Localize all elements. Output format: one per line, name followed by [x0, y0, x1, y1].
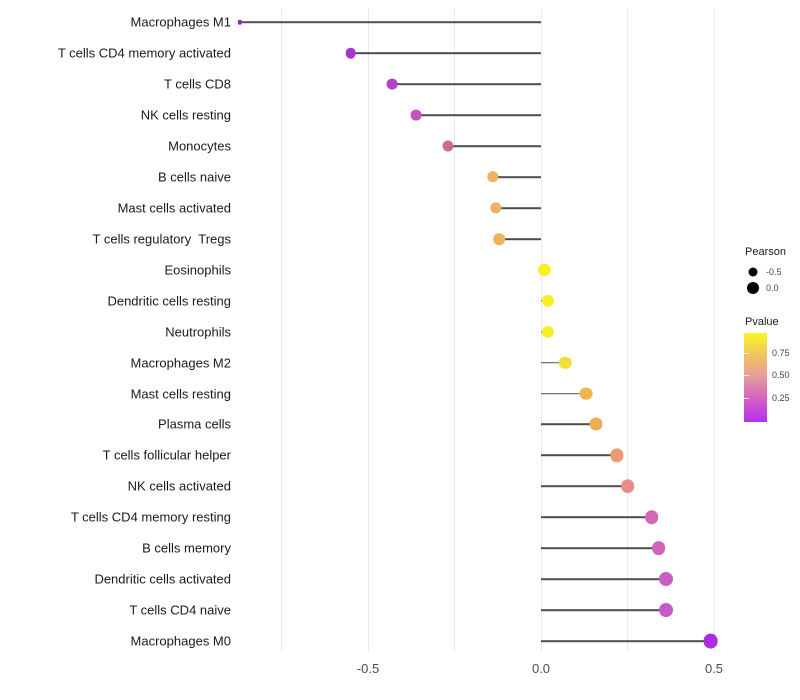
lollipop-stick — [541, 640, 711, 642]
lollipop-stick — [541, 361, 566, 364]
gridline — [367, 8, 369, 652]
lollipop-stick — [541, 547, 659, 549]
y-axis-label: T cells CD4 memory resting — [70, 509, 231, 525]
colorbar-tick-mark — [744, 398, 749, 399]
data-point — [541, 294, 554, 307]
data-point — [644, 510, 659, 525]
legend-size-title: Pearson — [745, 246, 786, 258]
x-axis-tick-label: 0.5 — [704, 661, 724, 676]
data-point — [541, 325, 555, 338]
data-point — [345, 48, 356, 59]
legend-size-label: 0.0 — [766, 283, 779, 293]
gridline — [281, 8, 282, 652]
data-point — [442, 140, 454, 152]
y-axis-label: T cells follicular helper — [102, 447, 231, 463]
y-axis-label: NK cells resting — [140, 107, 231, 123]
colorbar-tick-label: 0.25 — [772, 393, 790, 403]
y-axis-label: T cells regulatory Tregs — [92, 231, 231, 247]
lollipop-stick — [492, 176, 541, 178]
lollipop-stick — [541, 423, 597, 426]
lollipop-stick — [239, 21, 541, 24]
y-axis-label: Mast cells resting — [130, 386, 231, 402]
data-point — [589, 417, 603, 431]
lollipop-stick — [541, 516, 652, 519]
lollipop-stick — [541, 454, 618, 457]
y-axis-label: B cells memory — [142, 540, 231, 556]
y-axis-label: B cells naive — [158, 169, 231, 185]
y-axis-label: Mast cells activated — [117, 200, 231, 216]
data-point — [486, 171, 499, 183]
data-point — [237, 20, 243, 25]
lollipop-stick — [392, 83, 541, 86]
x-axis-tick-label: -0.5 — [356, 661, 380, 676]
gridline — [454, 8, 455, 652]
lollipop-stick — [541, 578, 666, 580]
x-axis-tick-label: 0.0 — [531, 661, 551, 676]
data-point — [620, 479, 635, 494]
colorbar-tick-label: 0.50 — [772, 370, 790, 380]
y-axis-label: Macrophages M2 — [130, 355, 231, 371]
data-point — [538, 263, 551, 276]
colorbar-tick-mark — [744, 353, 749, 354]
lollipop-stick — [541, 392, 586, 395]
data-point — [610, 448, 624, 462]
legend-size-dot — [747, 282, 759, 294]
legend-size-dot — [748, 267, 758, 277]
gridline — [540, 8, 542, 652]
pvalue-colorbar — [744, 333, 767, 422]
lollipop-stick — [350, 52, 541, 55]
data-point — [658, 603, 673, 618]
data-point — [658, 572, 673, 587]
lollipop-stick — [499, 238, 541, 240]
data-point — [490, 202, 502, 214]
data-point — [579, 387, 593, 400]
lollipop-stick — [447, 145, 541, 147]
y-axis-label: T cells CD4 naive — [129, 602, 231, 618]
y-axis-label: Neutrophils — [165, 324, 231, 340]
lollipop-stick — [496, 207, 541, 209]
y-axis-label: Monocytes — [168, 138, 231, 154]
y-axis-label: Eosinophils — [164, 262, 232, 278]
data-point — [558, 356, 572, 369]
y-axis-label: Plasma cells — [158, 416, 231, 432]
colorbar-tick-label: 0.75 — [772, 348, 790, 358]
y-axis-label: NK cells activated — [127, 478, 231, 494]
gridline — [627, 8, 628, 652]
legend-size-label: -0.5 — [766, 267, 782, 277]
y-axis-label: Macrophages M1 — [130, 14, 231, 30]
lollipop-stick — [541, 609, 666, 611]
lollipop-stick — [416, 114, 541, 116]
data-point — [411, 109, 422, 121]
y-axis-label: T cells CD4 memory activated — [57, 45, 231, 61]
data-point — [493, 233, 506, 245]
y-axis-label: Dendritic cells resting — [107, 293, 231, 309]
y-axis-label: Dendritic cells activated — [94, 571, 231, 587]
data-point — [651, 541, 666, 556]
gridline — [713, 8, 715, 652]
y-axis-label: T cells CD8 — [164, 76, 231, 92]
legend-color-title: Pvalue — [745, 316, 779, 328]
colorbar-tick-mark — [744, 375, 749, 376]
y-axis-label: Macrophages M0 — [130, 633, 231, 649]
data-point — [386, 78, 398, 90]
data-point — [703, 633, 718, 649]
lollipop-stick — [541, 485, 628, 488]
